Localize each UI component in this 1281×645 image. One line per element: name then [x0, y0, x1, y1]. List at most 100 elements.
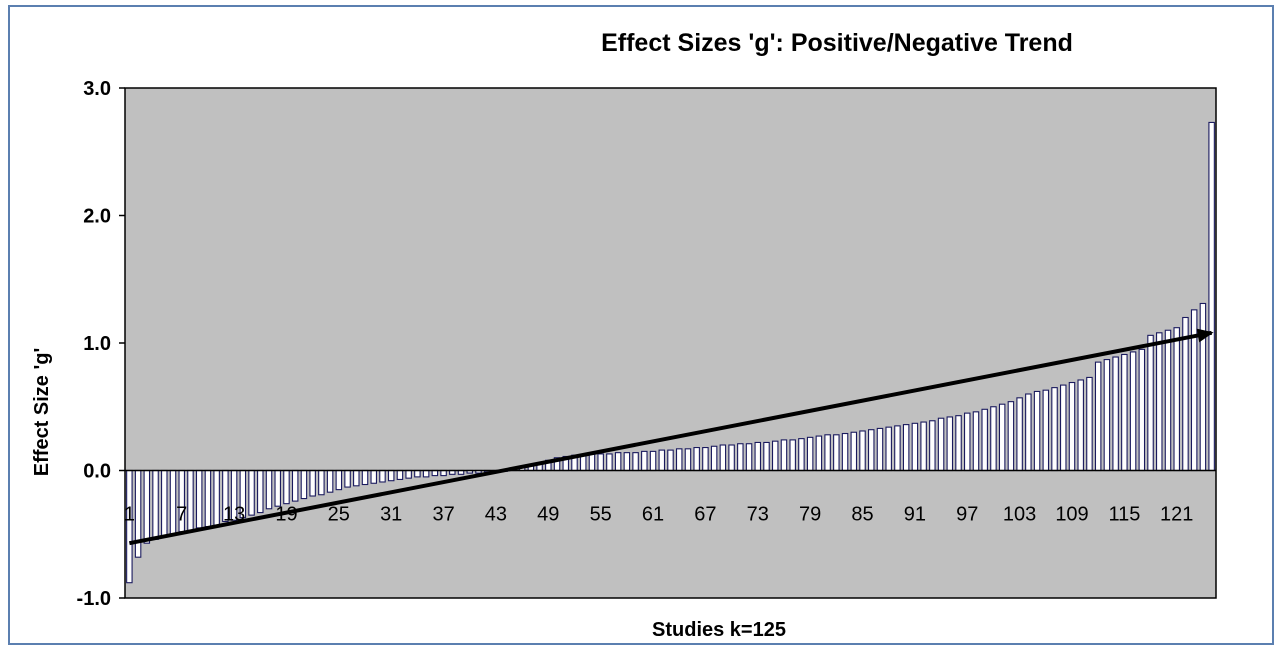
bar-group	[126, 121, 1215, 584]
bar	[955, 415, 962, 472]
trend-line	[128, 330, 1213, 546]
bar	[326, 469, 334, 493]
x-tick-label: 73	[747, 504, 769, 526]
bar	[702, 446, 709, 472]
x-tick-label: 97	[956, 504, 978, 526]
x-tick-label: 121	[1160, 504, 1193, 526]
bar	[431, 469, 439, 477]
bar	[1129, 351, 1137, 472]
bar	[274, 469, 281, 507]
bar	[780, 439, 788, 472]
bar	[1182, 316, 1189, 472]
bar	[1173, 327, 1180, 472]
bar	[597, 453, 604, 472]
bar	[379, 469, 386, 483]
x-tick-label: 61	[642, 504, 664, 526]
bar	[894, 425, 901, 472]
bar	[1156, 332, 1163, 472]
x-tick-label: 25	[328, 504, 350, 526]
bar	[798, 438, 805, 472]
x-axis-label: Studies k=125	[652, 619, 786, 639]
bar	[632, 452, 639, 472]
x-tick-label: 109	[1055, 504, 1088, 526]
y-axis-label: Effect Size 'g'	[31, 348, 53, 476]
bar	[1016, 397, 1023, 472]
bar	[972, 411, 980, 472]
bar	[667, 449, 674, 472]
x-tick-label: 7	[176, 504, 187, 526]
x-tick-label: 37	[432, 504, 454, 526]
trend-arrow-head	[1196, 328, 1214, 343]
bar	[291, 469, 299, 502]
bar	[902, 424, 910, 472]
bar	[963, 412, 971, 472]
bar	[588, 453, 596, 472]
bar	[143, 469, 151, 544]
bar	[614, 452, 622, 472]
plot-area	[124, 87, 1217, 599]
bar	[1094, 361, 1102, 472]
bar	[719, 444, 727, 472]
x-tick-label: 31	[380, 504, 402, 526]
bar	[309, 469, 316, 497]
bar	[867, 429, 875, 472]
bar	[361, 469, 369, 486]
bar	[990, 406, 997, 472]
bar	[1033, 390, 1041, 472]
y-tick-label: 2.0	[83, 206, 111, 228]
bar	[1112, 356, 1119, 472]
bar	[710, 445, 718, 472]
bar	[754, 441, 762, 472]
bar	[1208, 121, 1215, 472]
bar	[684, 448, 692, 472]
bar	[946, 416, 954, 472]
x-tick-label: 79	[799, 504, 821, 526]
bar	[649, 450, 657, 472]
bar	[134, 469, 142, 558]
bar	[387, 469, 395, 482]
y-tick-label: -1.0	[77, 588, 111, 610]
bar	[396, 469, 404, 480]
bar	[850, 431, 858, 472]
y-axis: 3.0 2.0 1.0 0.0 -1.0	[77, 78, 125, 610]
x-tick-label: 115	[1108, 504, 1140, 526]
bar	[658, 449, 666, 472]
bar	[728, 444, 735, 472]
bar	[981, 408, 988, 472]
bar	[248, 469, 255, 516]
bar	[606, 453, 613, 472]
bar	[283, 469, 290, 505]
y-tick-label: 0.0	[83, 461, 111, 483]
x-axis: 1713192531374349556167737985919710310911…	[124, 504, 1194, 526]
bar	[789, 439, 796, 472]
x-tick-label: 43	[485, 504, 507, 526]
bar	[771, 440, 779, 472]
bar	[1103, 359, 1111, 472]
bar	[370, 469, 378, 484]
x-tick-label: 55	[590, 504, 612, 526]
bar	[1147, 334, 1154, 472]
bar	[920, 421, 927, 472]
bar	[257, 469, 264, 514]
bar	[353, 469, 360, 487]
bar	[1077, 379, 1084, 472]
bar	[1086, 376, 1093, 472]
bar	[641, 450, 648, 472]
bar	[911, 422, 919, 472]
bar	[213, 469, 220, 526]
x-tick-label: 1	[124, 504, 135, 526]
bar	[833, 434, 840, 472]
bar	[265, 469, 273, 510]
bar	[405, 469, 412, 479]
bar	[1138, 348, 1146, 472]
bar	[440, 469, 447, 477]
bar	[675, 448, 683, 472]
bar	[1007, 401, 1015, 472]
bar	[1042, 389, 1050, 472]
bar	[1164, 329, 1172, 472]
bar	[335, 469, 343, 491]
bar	[693, 446, 700, 472]
bar	[815, 435, 823, 472]
y-tick-label: 1.0	[83, 333, 111, 355]
